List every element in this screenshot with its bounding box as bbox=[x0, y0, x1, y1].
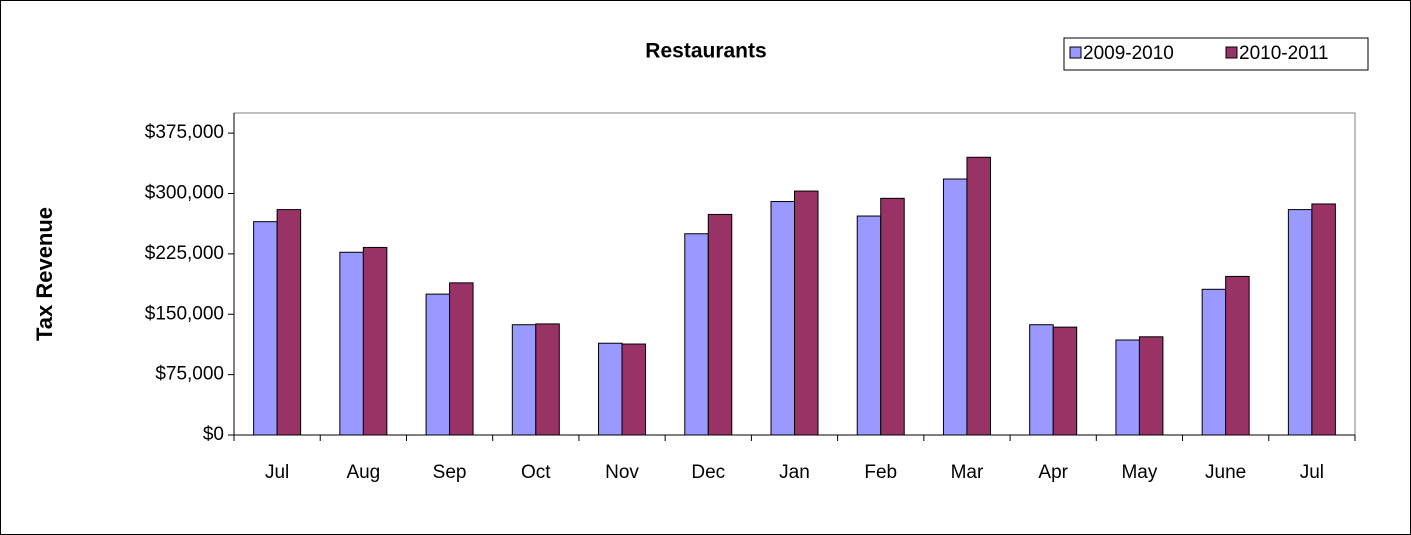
y-axis-label: Tax Revenue bbox=[32, 207, 57, 341]
bar bbox=[770, 201, 795, 436]
bar bbox=[1052, 326, 1078, 436]
bar bbox=[1029, 324, 1054, 436]
bar bbox=[621, 343, 647, 436]
bar bbox=[425, 293, 451, 436]
bar bbox=[1115, 339, 1140, 436]
bar bbox=[1201, 288, 1227, 436]
bar bbox=[1311, 203, 1336, 436]
legend-swatch bbox=[1225, 46, 1238, 59]
y-tick-label: $375,000 bbox=[145, 122, 224, 143]
bar bbox=[1287, 209, 1313, 436]
bar bbox=[1138, 336, 1164, 436]
y-tick-label: $300,000 bbox=[145, 183, 224, 204]
y-tick-label: $225,000 bbox=[145, 243, 224, 264]
chart-title: Restaurants bbox=[645, 40, 766, 63]
bar bbox=[511, 324, 537, 436]
x-tick-label: Sep bbox=[433, 462, 467, 483]
bar bbox=[794, 190, 819, 436]
legend-label: 2010-2011 bbox=[1239, 43, 1328, 64]
legend-box bbox=[1063, 37, 1369, 71]
x-tick-label: Dec bbox=[691, 462, 725, 483]
y-tick-label: $75,000 bbox=[155, 364, 224, 385]
legend-swatch bbox=[1069, 46, 1082, 59]
x-tick-label: Jan bbox=[779, 462, 810, 483]
x-tick-label: Mar bbox=[951, 462, 984, 483]
bar bbox=[339, 251, 364, 436]
x-tick-label: Jul bbox=[265, 462, 289, 483]
bar bbox=[942, 178, 968, 436]
y-tick-label: $150,000 bbox=[145, 303, 224, 324]
bar bbox=[707, 213, 733, 436]
bar bbox=[449, 282, 474, 436]
bar bbox=[1225, 275, 1250, 436]
bar bbox=[880, 197, 905, 436]
legend-label: 2009-2010 bbox=[1083, 43, 1174, 64]
x-tick-label: Aug bbox=[346, 462, 380, 483]
x-tick-label: Apr bbox=[1038, 462, 1068, 483]
y-tick-label: $0 bbox=[203, 424, 224, 445]
bar bbox=[253, 221, 278, 436]
bar bbox=[362, 246, 388, 436]
x-tick-label: Nov bbox=[605, 462, 639, 483]
bar bbox=[535, 323, 560, 436]
x-tick-label: Jul bbox=[1300, 462, 1324, 483]
bar bbox=[276, 209, 302, 436]
x-tick-label: Oct bbox=[521, 462, 551, 483]
bar bbox=[966, 156, 991, 436]
x-tick-label: May bbox=[1121, 462, 1157, 483]
x-tick-label: June bbox=[1205, 462, 1246, 483]
bar bbox=[684, 233, 709, 436]
bar bbox=[598, 342, 623, 436]
bar bbox=[856, 215, 882, 436]
x-tick-label: Feb bbox=[864, 462, 897, 483]
